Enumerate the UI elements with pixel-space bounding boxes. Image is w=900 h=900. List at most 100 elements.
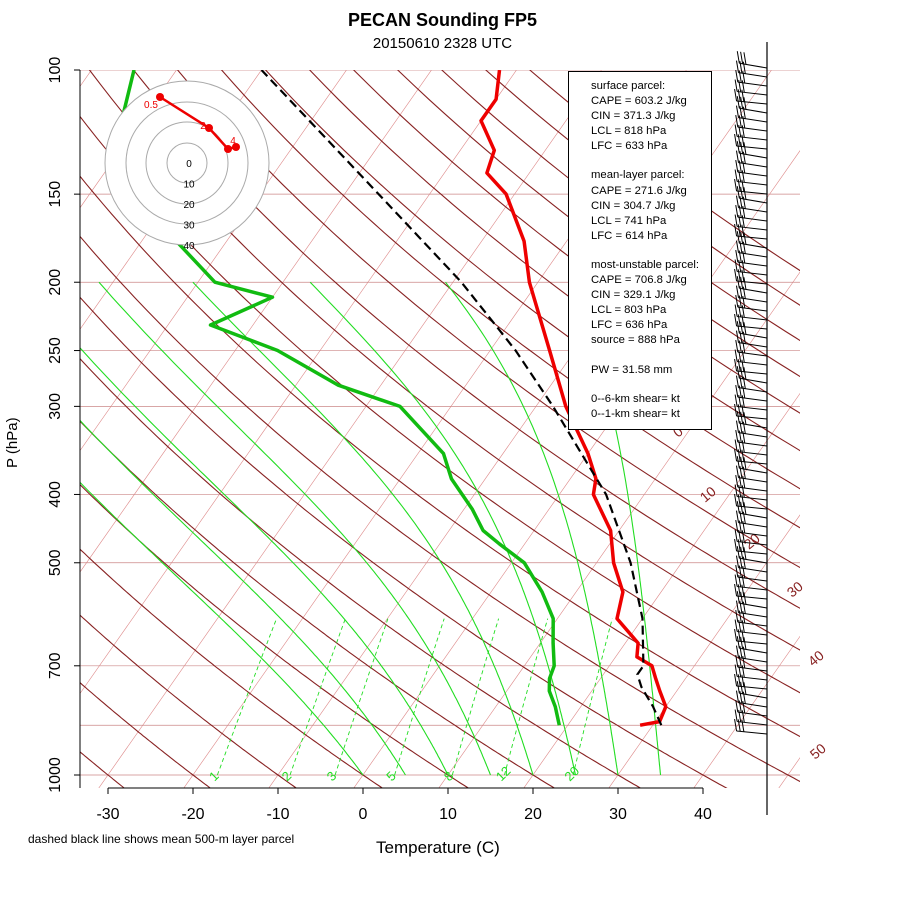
dry-adiabat-line <box>80 175 800 738</box>
isotherm-line <box>863 38 900 790</box>
y-tick-label: 1000 <box>47 757 64 793</box>
mixing-ratio-line <box>216 618 277 776</box>
surface-lfc: LFC = 633 hPa <box>591 140 668 153</box>
wind-barb <box>736 276 768 294</box>
mean-layer-parcel <box>260 70 663 726</box>
wind-barb <box>736 501 768 519</box>
mixing-ratio-line <box>394 618 445 776</box>
isotherm-line <box>98 70 602 788</box>
moist-adiabat-line <box>309 281 577 776</box>
mu-source: source = 888 hPa <box>591 334 680 347</box>
sounding-profiles <box>118 70 668 727</box>
hodograph-point-label: 2 <box>200 121 206 132</box>
x-tick-label: 20 <box>524 806 542 823</box>
mixing-ratio-line <box>334 618 389 776</box>
wind-barb <box>736 366 768 384</box>
dry-adiabat-line <box>80 614 298 788</box>
chart-subtitle: 20150610 2328 UTC <box>372 35 513 52</box>
wind-barb <box>734 448 768 465</box>
dry-adiabat-line <box>80 357 642 788</box>
temperature-profile <box>479 70 668 727</box>
y-tick-label: 300 <box>47 393 64 420</box>
mu-cape: CAPE = 706.8 J/kg <box>591 274 687 287</box>
moist-adiabat-line <box>571 281 662 776</box>
dry-adiabat-line <box>80 483 470 788</box>
dry-adiabat-line <box>176 70 800 569</box>
wind-barb <box>734 304 768 321</box>
isotherm-line <box>80 70 347 452</box>
wind-barb <box>734 133 768 150</box>
wind-barb <box>736 51 768 69</box>
mu-parcel-header: most-unstable parcel: <box>591 258 699 271</box>
isotherm-line <box>0 38 29 790</box>
wind-barb <box>734 673 768 690</box>
mixing-ratio-label: 20 <box>561 763 582 784</box>
hodograph-ring <box>104 80 270 246</box>
dry-adiabat-line <box>220 70 800 529</box>
mixing-ratio-label: 2 <box>279 768 295 784</box>
mean-parcel-header: mean-layer parcel: <box>591 169 685 182</box>
mean-cin: CIN = 304.7 J/kg <box>591 199 676 212</box>
x-tick-label: 40 <box>694 806 712 823</box>
hodograph-ring-label: 40 <box>183 241 195 252</box>
dry-adiabat-line <box>88 70 800 651</box>
wind-barb <box>736 456 768 474</box>
isotherm-line <box>80 70 432 573</box>
hodograph-point-label: 4 <box>230 136 236 147</box>
dry-adiabat-line <box>80 681 212 788</box>
x-tick-label: 30 <box>609 806 627 823</box>
hodograph-ring <box>166 142 208 184</box>
wind-barb <box>734 484 768 501</box>
precipitable-water: PW = 31.58 mm <box>591 363 673 376</box>
wind-barb <box>734 223 768 240</box>
y-tick-label: 100 <box>47 57 64 84</box>
isotherm-line <box>693 635 800 788</box>
hodograph-trace <box>159 95 237 151</box>
hodograph-point <box>156 93 164 101</box>
mu-lfc: LFC = 636 hPa <box>591 319 668 332</box>
moist-adiabat-lines <box>80 281 662 776</box>
y-tick-label: 200 <box>47 269 64 296</box>
x-axis-label: Temperature (C) <box>376 838 500 857</box>
footnote: dashed black line shows mean 500-m layer… <box>28 832 295 846</box>
wind-barb <box>736 96 768 114</box>
mixing-ratio-label: 5 <box>383 768 399 784</box>
wind-barb <box>734 394 768 411</box>
wind-barb <box>734 268 768 285</box>
shear-0-6km: 0--6-km shear= kt <box>591 392 680 405</box>
x-tick-label: -20 <box>181 806 204 823</box>
mu-lcl: LCL = 803 hPa <box>591 304 667 317</box>
mu-cin: CIN = 329.1 J/kg <box>591 289 676 302</box>
x-tick-label: 0 <box>359 806 368 823</box>
isotherm-line <box>80 70 517 695</box>
moist-adiabat-line <box>80 481 364 776</box>
dry-adiabat-line <box>132 70 800 609</box>
dry-adiabat-line <box>80 420 556 788</box>
wind-barb <box>736 141 768 159</box>
wind-barb <box>736 591 768 609</box>
wind-barb <box>735 115 768 132</box>
mixing-ratio-label: 3 <box>324 768 340 784</box>
isotherm-line <box>608 514 800 788</box>
x-tick-label: -10 <box>266 806 289 823</box>
y-tick-label: 400 <box>47 481 64 508</box>
wind-barb <box>734 628 768 645</box>
mixing-ratio-line <box>572 618 613 776</box>
surface-cape: CAPE = 603.2 J/kg <box>591 95 687 108</box>
dry-adiabat-label: 40 <box>805 647 827 669</box>
hodograph-background <box>105 81 269 245</box>
hodograph-ring-label: 10 <box>183 180 195 191</box>
hodograph-ring <box>145 121 229 205</box>
wind-barb <box>735 250 768 267</box>
wind-barb <box>734 574 768 591</box>
isotherm-line <box>778 757 800 788</box>
moist-adiabat-line <box>80 419 406 776</box>
mixing-ratio-line <box>451 618 500 776</box>
moist-adiabat-line <box>80 347 449 776</box>
wind-barb <box>734 358 768 375</box>
wind-barb <box>736 321 768 339</box>
wind-barb <box>734 169 768 186</box>
